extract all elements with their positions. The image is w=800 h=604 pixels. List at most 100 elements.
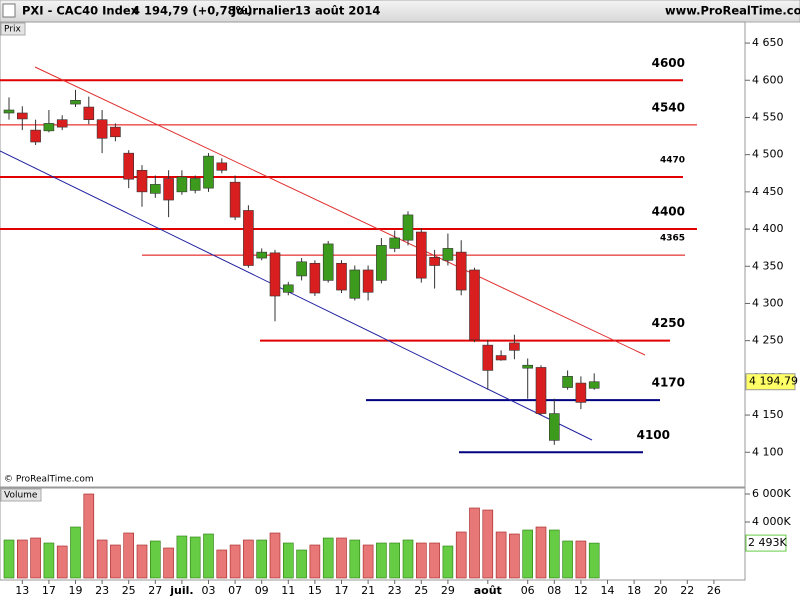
candle-body <box>309 262 321 294</box>
volume-bar <box>136 544 148 579</box>
volume-bar <box>415 542 427 579</box>
volume-bar <box>203 533 214 579</box>
panel-tab <box>0 22 26 36</box>
price-tag <box>745 373 796 391</box>
x-tick-label: 27 <box>148 584 162 597</box>
level-label: 4365 <box>660 234 685 244</box>
candle-body <box>203 155 214 189</box>
panel-title: Volume <box>4 491 38 501</box>
candle-body <box>123 152 134 180</box>
x-tick-label: 17 <box>42 584 56 597</box>
x-tick-label: 21 <box>361 584 375 597</box>
header-quote: 4 194,79 (+0,78%) <box>132 4 252 18</box>
trend-line <box>0 150 593 441</box>
y-tick-label: 4 400 <box>752 222 784 235</box>
header-title: PXI - CAC40 Index <box>22 4 139 18</box>
candle-body <box>243 210 254 266</box>
y-tick-label: 4 450 <box>752 185 784 198</box>
header-date: 13 août 2014 <box>295 4 380 18</box>
x-tick-label: 15 <box>308 584 322 597</box>
x-tick-label: juil. <box>169 584 193 597</box>
candle-body <box>296 261 307 277</box>
y-tick-label: 4 000K <box>752 515 791 528</box>
volume-bar <box>16 539 28 579</box>
volume-bar <box>469 507 480 579</box>
volume-bar <box>56 545 68 579</box>
candle-body <box>509 342 520 351</box>
candle-body <box>30 129 41 143</box>
level-label: 4600 <box>652 56 685 70</box>
candle-body <box>482 344 494 371</box>
x-tick-label: 23 <box>95 584 109 597</box>
level-label: 4170 <box>652 376 685 390</box>
volume-bar <box>110 544 121 579</box>
x-tick-label: 25 <box>122 584 136 597</box>
volume-bar <box>3 539 15 579</box>
candle-body <box>176 176 188 193</box>
candle-body <box>588 381 600 389</box>
x-tick-label: 17 <box>335 584 349 597</box>
level-label: 4400 <box>652 205 685 219</box>
candle-body <box>163 178 174 201</box>
volume-bar <box>442 545 454 579</box>
candle-body <box>455 251 467 291</box>
volume-bar <box>588 542 600 579</box>
candle-body <box>269 252 281 297</box>
candle-body <box>322 243 334 281</box>
y-tick-label: 4 300 <box>752 296 784 309</box>
x-tick-label: août <box>474 584 502 597</box>
y-tick-label: 6 000K <box>752 487 791 500</box>
candle-body <box>349 269 361 299</box>
candle-body <box>229 181 241 218</box>
candle-body <box>376 245 387 281</box>
candle-body <box>56 119 68 128</box>
volume-bar <box>548 529 560 579</box>
volume-bar <box>70 526 81 579</box>
candle-body <box>3 109 15 114</box>
volume-bar <box>322 537 334 579</box>
level-label: 4470 <box>660 155 685 165</box>
volume-bar <box>429 542 440 579</box>
volume-bar <box>535 526 547 579</box>
candle-body <box>495 355 507 361</box>
candle-body <box>150 184 161 194</box>
candle-body <box>522 364 534 369</box>
y-tick-label: 4 600 <box>752 73 784 86</box>
volume-tag-label: 2 493K <box>748 536 787 549</box>
x-tick-label: 11 <box>281 584 295 597</box>
candle-body <box>402 214 414 241</box>
volume-bar <box>509 533 520 579</box>
volume-bar <box>229 544 241 579</box>
x-tick-label: 08 <box>547 584 561 597</box>
volume-bar <box>376 542 387 579</box>
volume-bar <box>176 535 188 579</box>
header-period: Journalier <box>231 4 296 18</box>
volume-bar <box>189 536 201 579</box>
candle-body <box>362 269 374 293</box>
candle-body <box>535 367 547 414</box>
candle-body <box>16 112 28 120</box>
volume-bar <box>296 549 307 579</box>
volume-bar <box>123 532 134 579</box>
volume-bar <box>522 529 534 579</box>
panel-title: Prix <box>4 25 21 35</box>
candle-body <box>83 106 95 120</box>
candle-body <box>562 376 573 388</box>
candle-body <box>216 162 228 171</box>
candle-body <box>282 284 294 293</box>
x-tick-label: 18 <box>627 584 641 597</box>
menu-icon[interactable] <box>2 3 16 18</box>
x-tick-label: 20 <box>654 584 668 597</box>
y-tick-label: 4 650 <box>752 36 784 49</box>
volume-bar <box>96 539 108 579</box>
x-tick-label: 22 <box>680 584 694 597</box>
candle-body <box>70 100 81 105</box>
volume-tag <box>745 534 787 552</box>
volume-bar <box>389 542 401 579</box>
volume-bar <box>83 493 95 579</box>
candle-body <box>442 248 454 261</box>
x-tick-label: 14 <box>601 584 615 597</box>
volume-bar <box>43 542 55 579</box>
x-tick-label: 12 <box>574 584 588 597</box>
